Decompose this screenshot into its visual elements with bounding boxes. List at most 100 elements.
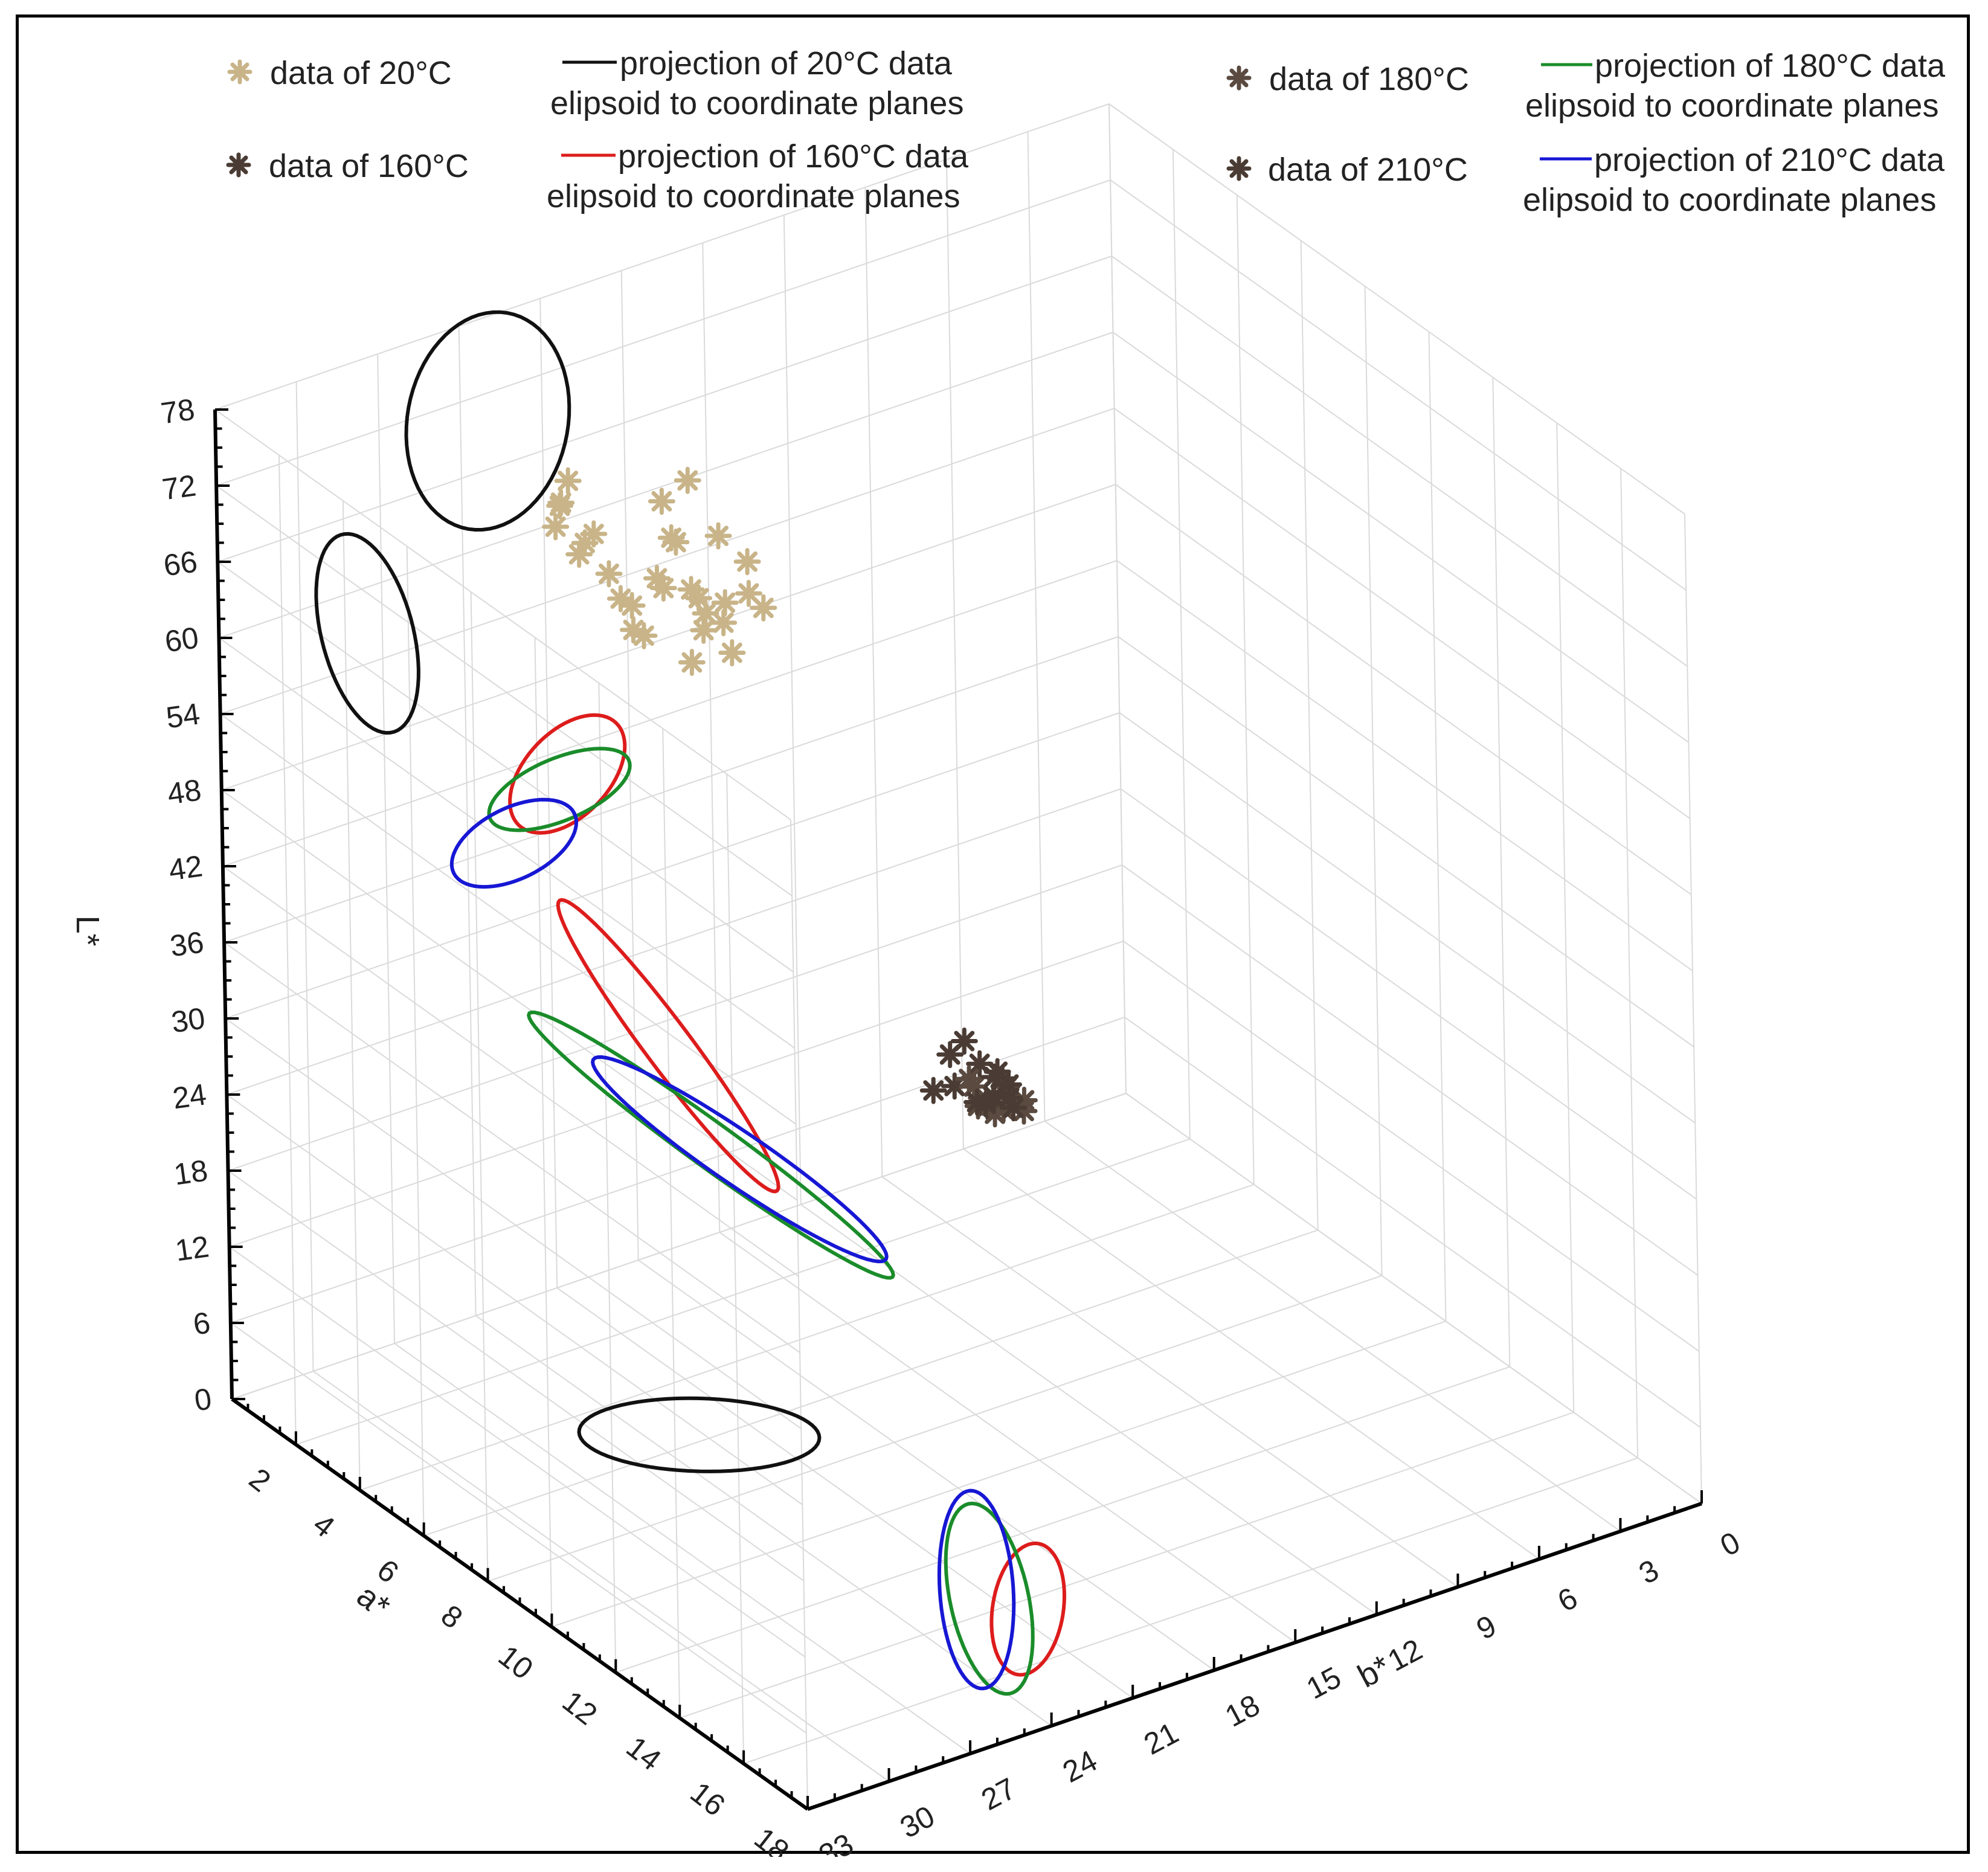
grid-line-49 — [1108, 103, 1685, 515]
tick-label-a-8: 8 — [435, 1598, 469, 1635]
legend-item-proj-160: projection of 160°C data elipsoid to coo… — [547, 138, 969, 214]
grid-line-78 — [598, 683, 617, 1673]
grid-line-17 — [225, 712, 1120, 1019]
grid-line-26 — [1108, 103, 1127, 1094]
legend-label-data-160: data of 160°C — [269, 148, 469, 184]
grid-line-62 — [963, 1148, 1540, 1560]
grid-line-34 — [1620, 468, 1639, 1458]
ellipse-0-1 — [404, 310, 571, 532]
point-0-20 — [542, 513, 570, 541]
grid-line-89 — [222, 866, 799, 1277]
tick-label-b-24: 24 — [1057, 1743, 1102, 1789]
legend-item-data-180: data of 180°C — [1226, 61, 1469, 97]
grid-line-66 — [638, 1259, 1215, 1671]
point-1-3 — [919, 1076, 947, 1104]
axis-line-b — [807, 1502, 1702, 1811]
tick-label-a-16: 16 — [684, 1775, 731, 1822]
grid-line-50 — [231, 1093, 1127, 1400]
grid-line-67 — [556, 1287, 1133, 1699]
point-0-6 — [554, 467, 582, 495]
ellipse-1-0 — [556, 898, 780, 1194]
grid — [214, 103, 1702, 1810]
legend-label-data-180: data of 180°C — [1269, 61, 1469, 97]
ellipse-0-0 — [314, 532, 420, 735]
grid-line-47 — [1111, 256, 1688, 667]
grid-line-46 — [1112, 332, 1690, 743]
grid-line-8 — [458, 326, 477, 1316]
legend-star-1 — [1226, 65, 1252, 91]
legend: data of 20°C projection of 20°C data eli… — [226, 45, 1946, 218]
grid-line-75 — [406, 546, 425, 1536]
tick-label-a-10: 10 — [492, 1639, 539, 1686]
point-3-5 — [980, 1063, 1008, 1091]
grid-line-51 — [295, 1138, 1191, 1446]
grid-line-91 — [220, 713, 797, 1125]
legend-star-0 — [227, 59, 253, 85]
grid-line-55 — [552, 1320, 1446, 1628]
tick-label-L-78: 78 — [159, 392, 197, 430]
tick-label-L-24: 24 — [170, 1077, 208, 1115]
grid-line-95 — [214, 409, 791, 820]
point-0-9 — [704, 522, 732, 550]
grid-line-32 — [1492, 377, 1511, 1367]
axes: 0612182430364248546066727824681012141618… — [159, 392, 1746, 1857]
point-3-6 — [996, 1084, 1023, 1111]
tick-label-a-4: 4 — [307, 1507, 341, 1544]
tick-label-L-0: 0 — [192, 1381, 213, 1417]
point-0-23 — [571, 529, 599, 557]
point-3-7 — [963, 1089, 991, 1116]
grid-line-20 — [221, 484, 1116, 791]
grid-line-84 — [229, 1246, 806, 1658]
legend-item-data-210: data of 210°C — [1226, 152, 1468, 188]
grid-line-25 — [214, 103, 1110, 410]
figure-frame: 0 6 12 18 24 30 36 42 48 54 60 66 72 78 2 4 6 8 10 12 14 16 18… — [16, 14, 1970, 1857]
tick-label-L-72: 72 — [160, 468, 198, 506]
legend-label-proj-20-line1: projection of 20°C data — [620, 45, 953, 82]
legend-label-data-20: data of 20°C — [270, 55, 452, 91]
tick-label-b-0: 0 — [1715, 1525, 1746, 1563]
grid-line-7 — [539, 298, 558, 1288]
point-1-1 — [950, 1027, 978, 1055]
ellipse-projections — [314, 310, 1067, 1696]
tick-label-a-12: 12 — [556, 1684, 603, 1731]
point-0-14 — [547, 489, 575, 516]
tick-label-b-33: 33 — [813, 1827, 858, 1857]
tick-label-b-9: 9 — [1471, 1609, 1502, 1647]
ellipse-2-2 — [944, 1501, 1035, 1696]
tick-label-b-21: 21 — [1138, 1716, 1183, 1761]
grid-line-69 — [394, 1343, 971, 1754]
point-0-19 — [750, 594, 777, 622]
ellipse-3-1 — [449, 797, 579, 889]
grid-line-81 — [790, 819, 808, 1810]
legend-label-proj-20-line2: elipsoid to coordinate planes — [550, 85, 963, 121]
grid-line-37 — [1124, 1017, 1701, 1428]
legend-label-data-210: data of 210°C — [1268, 152, 1468, 188]
point-0-1 — [595, 560, 623, 588]
grid-line-2 — [945, 159, 964, 1150]
grid-line-48 — [1110, 179, 1687, 591]
legend-label-proj-160-line2: elipsoid to coordinate planes — [547, 178, 960, 214]
grid-line-3 — [864, 187, 883, 1177]
point-0-16 — [733, 548, 761, 576]
legend-item-proj-20: projection of 20°C data elipsoid to coor… — [550, 45, 963, 121]
grid-line-4 — [783, 214, 802, 1205]
tick-label-a-14: 14 — [620, 1730, 667, 1777]
tick-label-L-54: 54 — [164, 696, 202, 735]
tick-label-L-66: 66 — [161, 544, 199, 582]
point-0-17 — [710, 609, 738, 637]
point-0-5 — [678, 649, 706, 677]
grid-line-80 — [726, 774, 745, 1764]
legend-marker-160 — [226, 152, 251, 178]
point-0-21 — [690, 616, 718, 644]
grid-line-53 — [423, 1229, 1318, 1537]
point-0-27 — [618, 592, 646, 620]
grid-line-54 — [487, 1275, 1382, 1582]
point-0-24 — [643, 564, 671, 592]
grid-line-16 — [227, 788, 1121, 1095]
grid-line-19 — [222, 560, 1118, 867]
grid-line-65 — [719, 1232, 1296, 1643]
grid-line-56 — [616, 1366, 1510, 1673]
grid-line-61 — [1044, 1121, 1621, 1532]
tick-label-L-42: 42 — [167, 849, 205, 887]
grid-line-77 — [534, 637, 553, 1627]
